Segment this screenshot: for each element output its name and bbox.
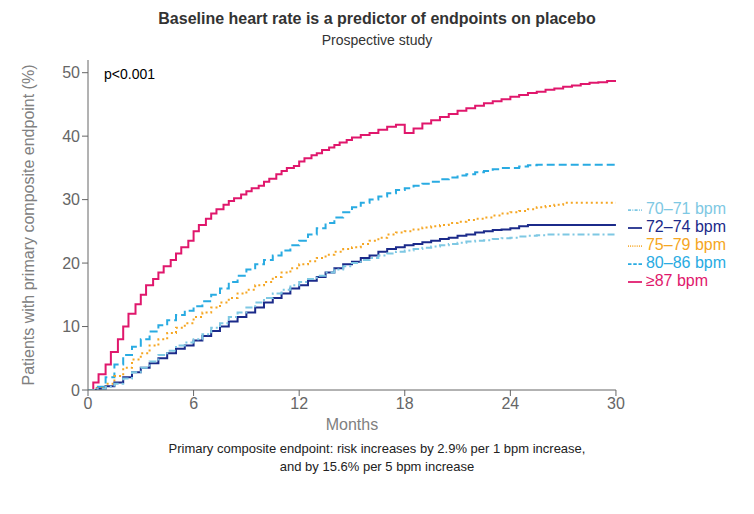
svg-text:50: 50 (62, 64, 80, 81)
svg-text:Patients with primary composit: Patients with primary composite endpoint… (20, 64, 37, 385)
svg-text:40: 40 (62, 128, 80, 145)
html-text:and by 15.6% per 5 bpm increas: and by 15.6% per 5 bpm increase (279, 459, 475, 474)
svg-text:18: 18 (396, 395, 414, 412)
svg-text:6: 6 (189, 395, 198, 412)
html-text:75–79 bpm: 75–79 bpm (645, 236, 726, 253)
html-text:72–74 bpm: 72–74 bpm (645, 218, 726, 235)
html-text:Prospective study: Prospective study (321, 32, 433, 48)
svg-text:20: 20 (62, 255, 80, 272)
svg-text:0: 0 (84, 395, 93, 412)
svg-text:30: 30 (607, 395, 625, 412)
svg-text:0: 0 (71, 382, 80, 399)
svg-text:12: 12 (290, 395, 308, 412)
html-text:Baseline heart rate is a predi: Baseline heart rate is a predictor of en… (158, 10, 596, 27)
svg-text:24: 24 (501, 395, 519, 412)
html-text:70–71 bpm: 70–71 bpm (645, 200, 726, 217)
html-text:≥87 bpm: ≥87 bpm (645, 272, 709, 289)
html-text:p<0.001: p<0.001 (104, 66, 155, 82)
svg-text:10: 10 (62, 318, 80, 335)
svg-text:30: 30 (62, 191, 80, 208)
svg-text:Months: Months (326, 416, 378, 433)
html-text:80–86 bpm: 80–86 bpm (645, 254, 726, 271)
html-text:Primary composite endpoint: ri: Primary composite endpoint: risk increas… (168, 441, 586, 456)
